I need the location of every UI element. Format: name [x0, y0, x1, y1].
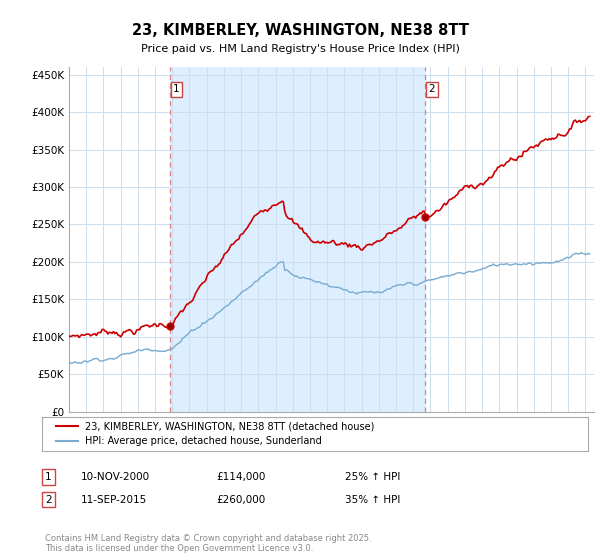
Text: 35% ↑ HPI: 35% ↑ HPI: [345, 494, 400, 505]
Text: 2: 2: [428, 85, 435, 95]
Text: Price paid vs. HM Land Registry's House Price Index (HPI): Price paid vs. HM Land Registry's House …: [140, 44, 460, 54]
Text: 23, KIMBERLEY, WASHINGTON, NE38 8TT: 23, KIMBERLEY, WASHINGTON, NE38 8TT: [131, 24, 469, 38]
Text: Contains HM Land Registry data © Crown copyright and database right 2025.
This d: Contains HM Land Registry data © Crown c…: [45, 534, 371, 553]
Text: 2: 2: [45, 494, 52, 505]
Legend: 23, KIMBERLEY, WASHINGTON, NE38 8TT (detached house), HPI: Average price, detach: 23, KIMBERLEY, WASHINGTON, NE38 8TT (det…: [52, 418, 379, 450]
Text: 1: 1: [45, 472, 52, 482]
Bar: [170, 67, 425, 412]
Text: 10-NOV-2000: 10-NOV-2000: [81, 472, 150, 482]
Text: £114,000: £114,000: [216, 472, 265, 482]
Text: 1: 1: [173, 85, 180, 95]
Text: £260,000: £260,000: [216, 494, 265, 505]
Text: 11-SEP-2015: 11-SEP-2015: [81, 494, 147, 505]
Text: 25% ↑ HPI: 25% ↑ HPI: [345, 472, 400, 482]
